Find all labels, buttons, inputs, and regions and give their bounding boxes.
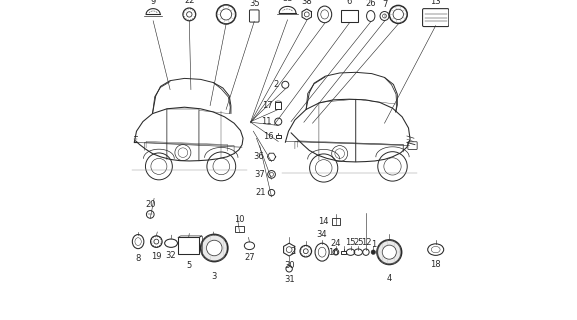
Bar [275,102,281,109]
Text: 13: 13 [430,0,441,6]
Text: 11: 11 [261,117,272,126]
Text: 1: 1 [370,240,376,249]
Text: 25: 25 [353,238,364,247]
Text: 7: 7 [382,0,387,9]
Bar [332,218,340,225]
Text: 19: 19 [151,252,162,261]
Text: 26: 26 [365,0,376,8]
Text: 18: 18 [430,260,441,269]
Text: 12: 12 [361,238,371,247]
Text: 37: 37 [254,170,265,179]
Text: 14: 14 [318,217,328,226]
Text: 24: 24 [331,239,341,248]
Text: 34: 34 [317,230,327,239]
Text: 4: 4 [387,274,392,283]
Text: 8: 8 [136,254,141,263]
Bar [276,135,281,139]
Bar [341,251,346,253]
Text: 17: 17 [263,101,273,110]
Text: 15: 15 [345,238,356,247]
Text: 5: 5 [186,261,192,270]
Text: 21: 21 [255,188,266,197]
Circle shape [371,250,376,254]
Text: 29: 29 [393,0,403,1]
Text: 20: 20 [145,200,156,209]
Text: 32: 32 [166,251,177,260]
Text: 31: 31 [284,275,294,284]
Text: 3: 3 [212,272,217,281]
Text: 2: 2 [290,247,295,256]
Text: 23: 23 [319,0,330,2]
Text: 16: 16 [263,132,273,141]
Text: 16: 16 [328,248,339,257]
Text: 10: 10 [234,215,245,224]
Bar [235,226,244,232]
Text: 27: 27 [244,253,255,262]
Text: 35: 35 [249,0,260,8]
Text: 36: 36 [253,152,264,161]
Text: 9: 9 [151,0,156,6]
Text: 38: 38 [301,0,312,6]
Text: 2: 2 [273,80,279,89]
Text: 22: 22 [184,0,194,5]
Text: 6: 6 [347,0,352,6]
Bar [178,237,199,254]
Text: 33: 33 [282,0,293,3]
Bar [340,10,358,22]
Text: 30: 30 [284,261,294,270]
